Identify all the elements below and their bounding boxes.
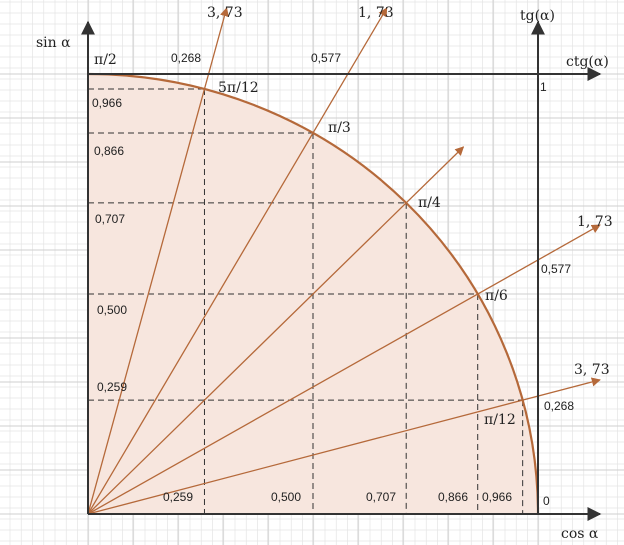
cos-value-pi-12: 0,966 <box>482 490 512 504</box>
unit-arc <box>87 72 540 515</box>
tangent-axis-label: tg(α) <box>520 8 555 24</box>
angle-ray <box>87 224 601 515</box>
tan-value-15: 0,268 <box>544 399 574 413</box>
cos-value-pi-4: 0,707 <box>366 490 396 504</box>
sin-value-pi-4: 0,707 <box>95 212 125 226</box>
cotangent-axis-label: ctg(α) <box>566 54 609 70</box>
angle-label-pi-6: π/6 <box>485 288 508 304</box>
cos-value-5pi-12: 0,259 <box>163 490 193 504</box>
sin-value-pi-3: 0,866 <box>94 144 124 158</box>
tan-value-90: 0 <box>543 494 550 508</box>
angle-label-5pi-12: 5π/12 <box>218 80 259 96</box>
angle-ray <box>87 7 229 515</box>
cot-value-75: 0,268 <box>171 51 201 65</box>
y-axis-label: sin α <box>36 35 71 51</box>
sin-value-pi-6: 0,500 <box>97 303 127 317</box>
x-axis-label: cos α <box>561 526 599 542</box>
angle-ray <box>87 7 388 515</box>
tan-value-30: 0,577 <box>541 262 571 276</box>
sin-value-5pi-12: 0,966 <box>92 96 122 110</box>
sin-value-pi-12: 0,259 <box>97 380 127 394</box>
angle-label-pi-12: π/12 <box>484 412 516 428</box>
ray-end-label-60: 1, 73 <box>358 5 394 21</box>
projection-dashes <box>88 88 524 514</box>
angle-ray <box>87 377 601 515</box>
ray-end-label-15: 3, 73 <box>574 362 610 378</box>
cos-value-pi-3: 0,500 <box>271 490 301 504</box>
tan-value-45: 1 <box>540 80 547 94</box>
ray-end-label-75: 3, 73 <box>207 5 243 21</box>
ray-end-label-30: 1, 73 <box>577 214 613 230</box>
angle-label-pi-4: π/4 <box>418 195 441 211</box>
cot-value-60: 0,577 <box>311 51 341 65</box>
angle-rays <box>87 7 601 515</box>
cos-value-pi-6: 0,866 <box>438 490 468 504</box>
angle-ray <box>87 146 465 515</box>
angle-label-pi-2: π/2 <box>94 52 117 68</box>
angle-label-pi-3: π/3 <box>328 120 351 136</box>
